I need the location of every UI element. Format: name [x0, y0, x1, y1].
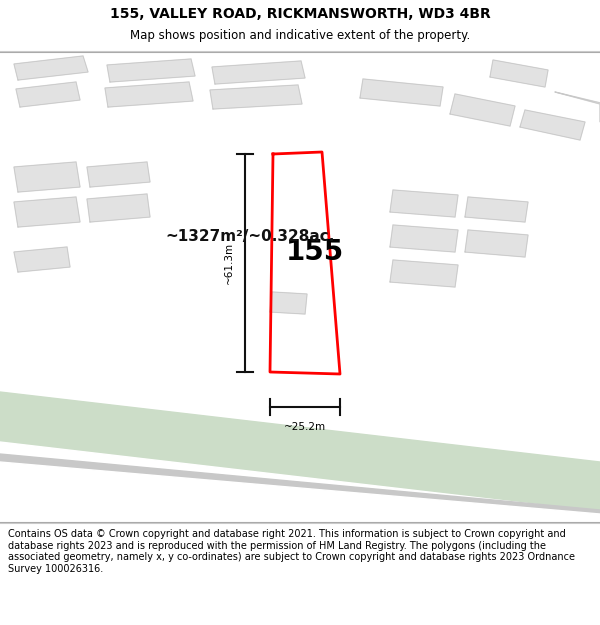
Text: Map shows position and indicative extent of the property.: Map shows position and indicative extent…	[130, 29, 470, 42]
Text: ~25.2m: ~25.2m	[284, 422, 326, 432]
Polygon shape	[105, 82, 193, 107]
Polygon shape	[520, 110, 585, 140]
Polygon shape	[16, 82, 80, 107]
Polygon shape	[465, 230, 528, 257]
Text: 155: 155	[286, 238, 344, 266]
Polygon shape	[87, 194, 150, 222]
Polygon shape	[87, 162, 150, 187]
Polygon shape	[212, 61, 305, 84]
Polygon shape	[14, 56, 88, 80]
Polygon shape	[390, 225, 458, 252]
Text: 155, VALLEY ROAD, RICKMANSWORTH, WD3 4BR: 155, VALLEY ROAD, RICKMANSWORTH, WD3 4BR	[110, 7, 490, 21]
Polygon shape	[390, 190, 458, 217]
Polygon shape	[0, 462, 600, 519]
Polygon shape	[490, 60, 548, 87]
Polygon shape	[555, 92, 600, 122]
Polygon shape	[335, 0, 426, 51]
Polygon shape	[14, 247, 70, 272]
Polygon shape	[360, 79, 443, 106]
Polygon shape	[450, 94, 515, 126]
Polygon shape	[14, 197, 80, 227]
Polygon shape	[0, 392, 600, 512]
Text: ~61.3m: ~61.3m	[224, 242, 234, 284]
Polygon shape	[390, 260, 458, 287]
Polygon shape	[270, 292, 307, 314]
Polygon shape	[210, 85, 302, 109]
Polygon shape	[465, 197, 528, 222]
Text: Contains OS data © Crown copyright and database right 2021. This information is : Contains OS data © Crown copyright and d…	[8, 529, 575, 574]
Polygon shape	[0, 442, 600, 522]
Polygon shape	[14, 162, 80, 192]
Polygon shape	[0, 454, 600, 517]
Polygon shape	[107, 59, 195, 82]
Text: ~1327m²/~0.328ac.: ~1327m²/~0.328ac.	[165, 229, 334, 244]
